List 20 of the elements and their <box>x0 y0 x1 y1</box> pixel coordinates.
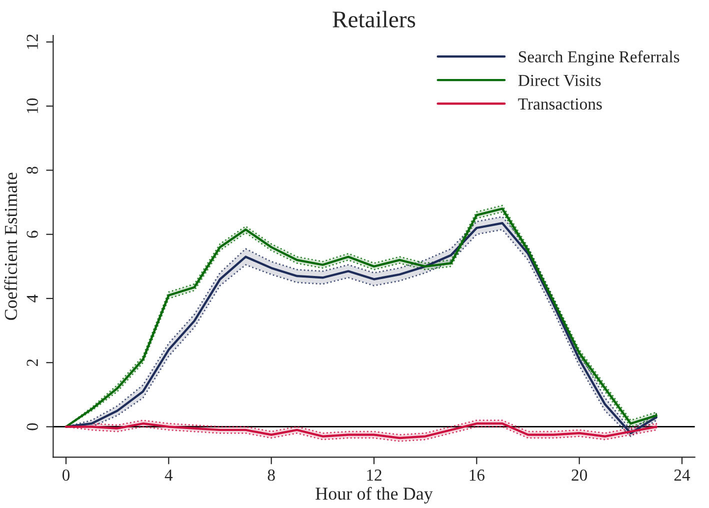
y-tick-label: 4 <box>26 294 38 302</box>
y-axis-title: Coefficient Estimate <box>4 172 18 320</box>
y-tick-label: 2 <box>26 359 38 366</box>
legend-label: Search Engine Referrals <box>518 50 680 66</box>
y-tick-label: 0 <box>26 423 38 430</box>
x-tick-label: 16 <box>470 470 484 481</box>
x-tick-label: 0 <box>62 469 70 481</box>
x-tick-label: 4 <box>164 470 173 481</box>
x-tick-label: 24 <box>674 470 690 481</box>
chart-title: Retailers <box>332 10 416 28</box>
y-tick-label: 12 <box>26 34 38 49</box>
x-axis-title: Hour of the Day <box>316 486 433 504</box>
x-tick-label: 12 <box>367 470 382 481</box>
legend-label: Direct Visits <box>518 74 601 86</box>
y-tick-label: 8 <box>26 166 38 174</box>
x-tick-label: 20 <box>572 469 588 481</box>
x-tick-label: 8 <box>268 469 275 481</box>
legend-label: Transactions <box>518 98 602 110</box>
y-tick-label: 6 <box>26 230 38 238</box>
y-tick-label: 10 <box>26 98 38 113</box>
